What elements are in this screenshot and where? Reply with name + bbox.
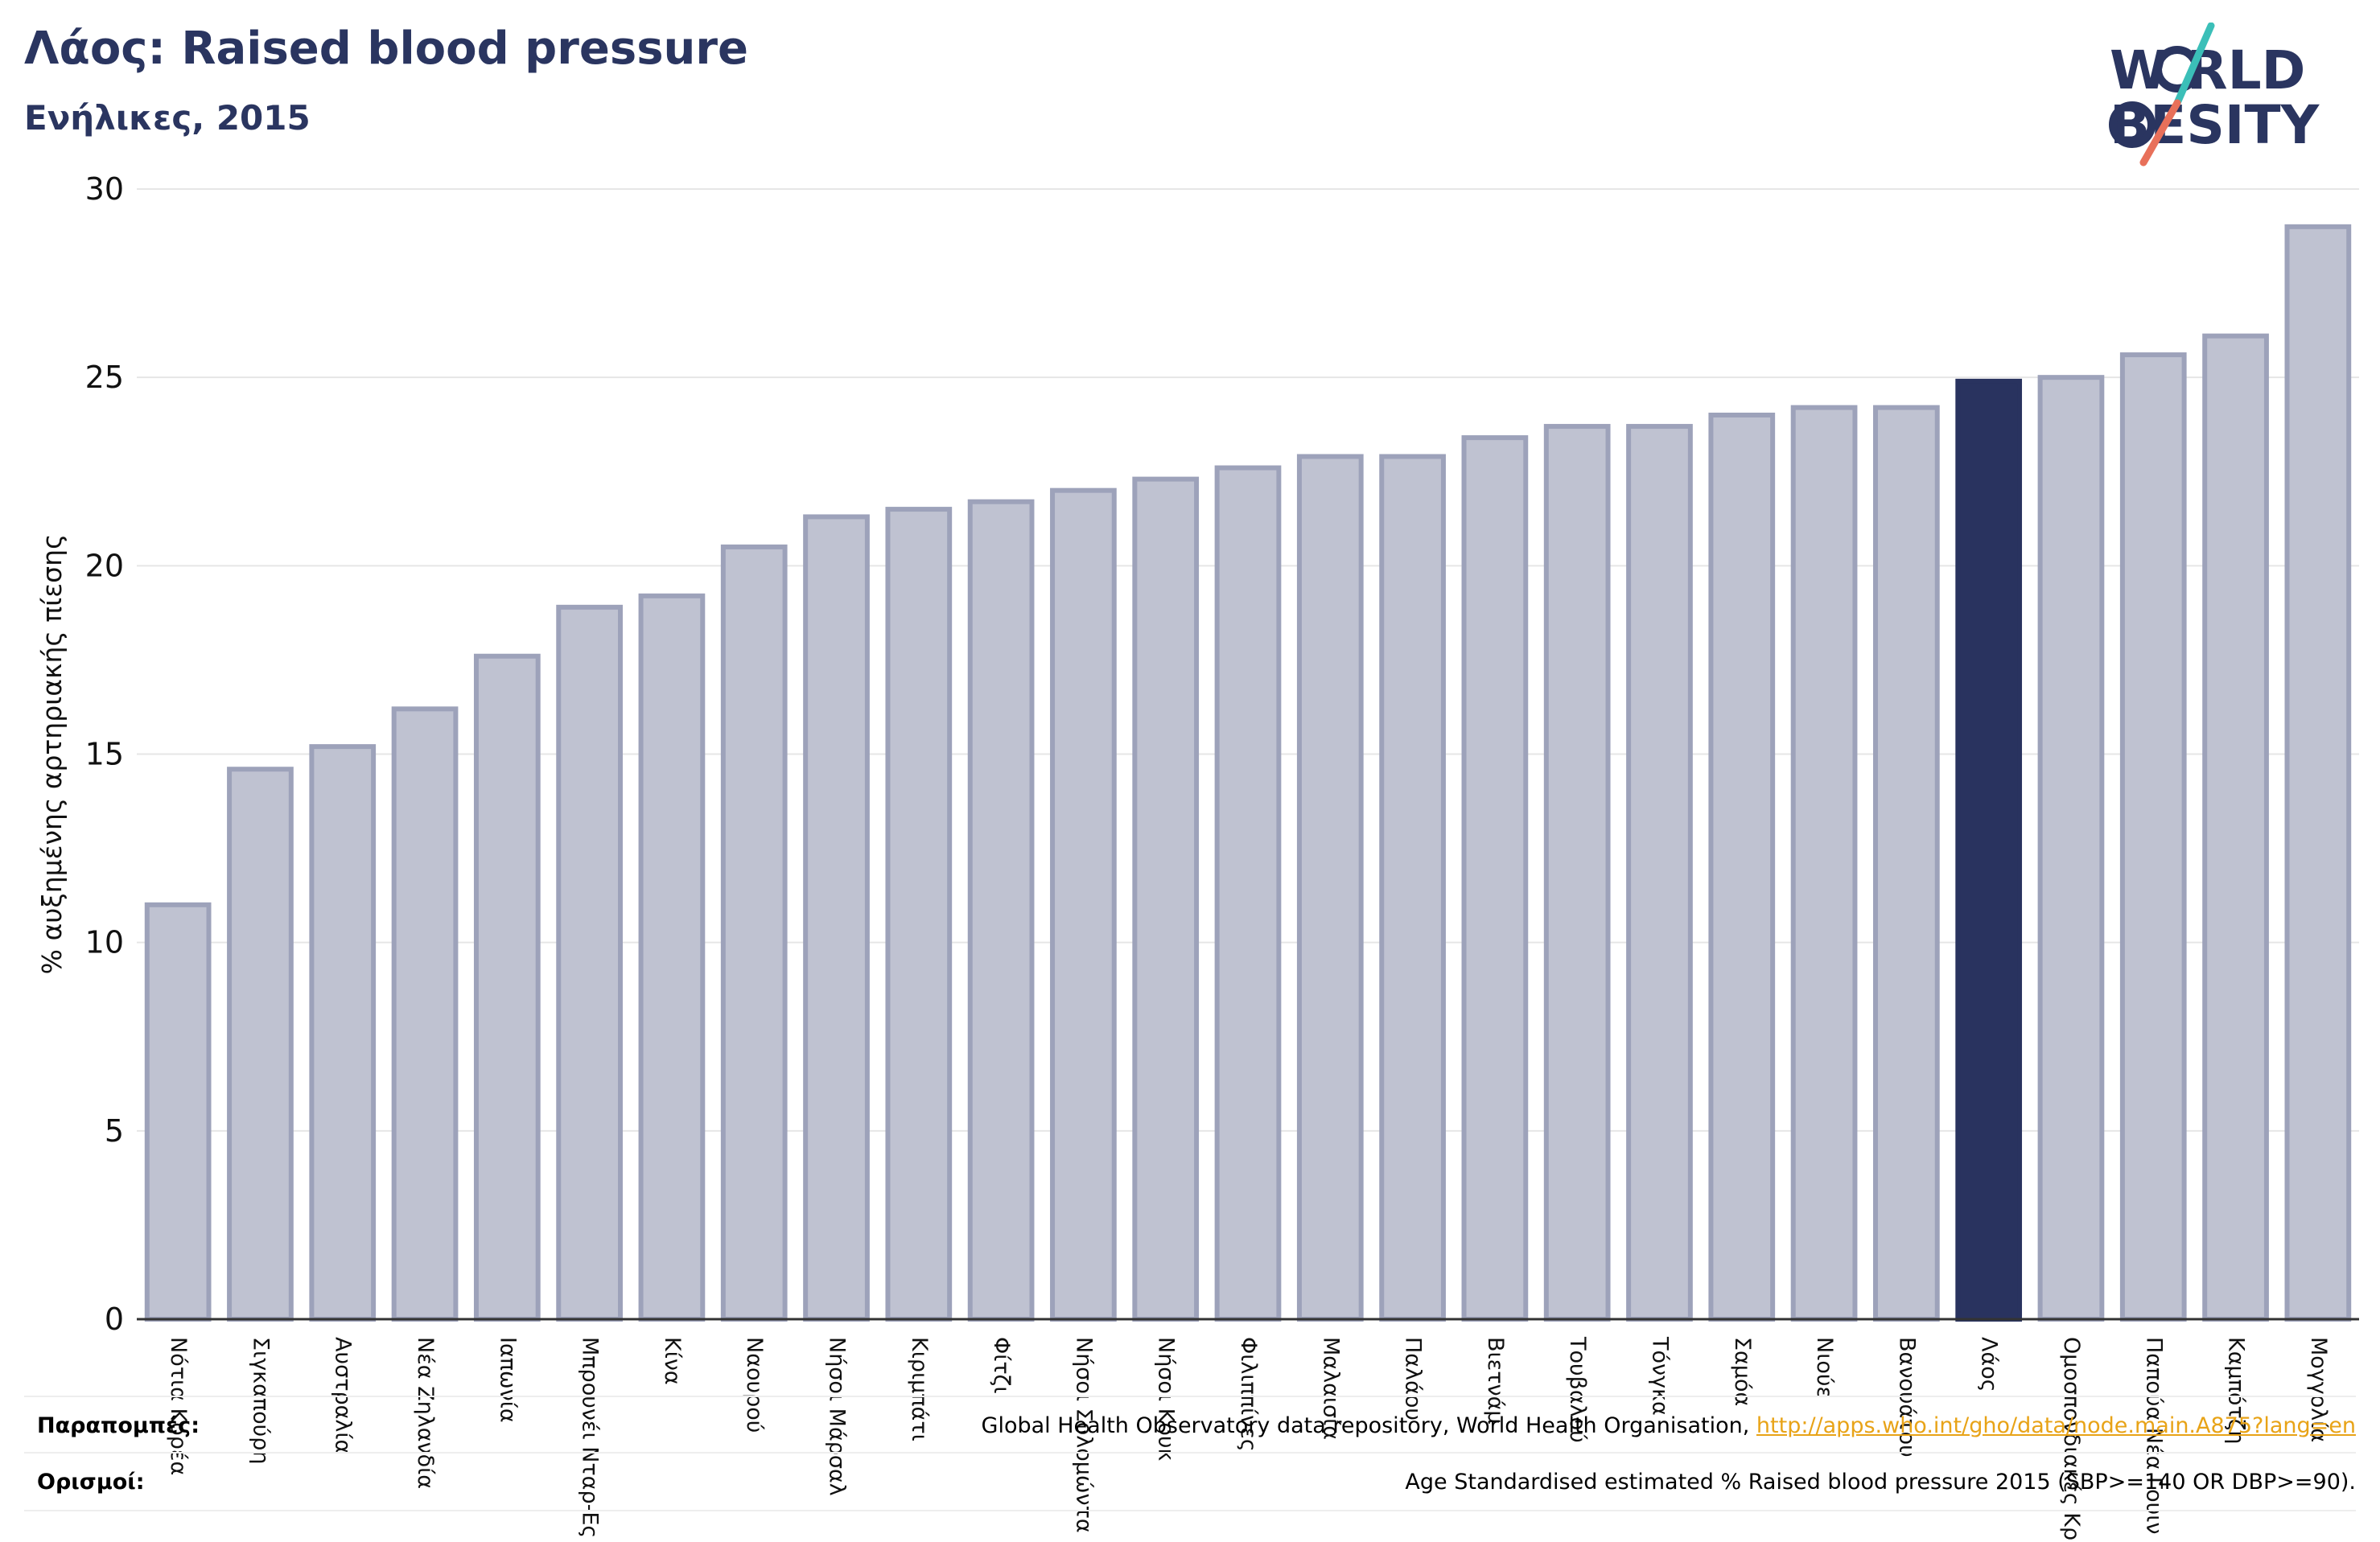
logo-line-1: W RLD	[2110, 39, 2305, 101]
bar-20	[1708, 413, 1776, 1322]
x-tick-label: Κιριμπάτι	[907, 1337, 932, 1441]
bar-7	[638, 593, 706, 1322]
definitions-label: Ορισμοί:	[37, 1470, 145, 1495]
logo-o-ring	[2154, 46, 2201, 93]
definitions-row: Ορισμοί: Age Standardised estimated % Ra…	[24, 1452, 2356, 1511]
bar-5	[473, 653, 541, 1322]
references-row: Παραπομπές: Global Health Observatory da…	[24, 1396, 2356, 1454]
bars	[144, 224, 2352, 1322]
bar-14	[1214, 465, 1282, 1322]
bar-23	[1955, 378, 2023, 1322]
y-tick-label: 15	[85, 737, 124, 772]
y-tick-label: 0	[105, 1301, 124, 1337]
x-tick-label: Νήσοι Κουκ	[1154, 1337, 1179, 1462]
y-axis-label: % αυξημένης αρτηριακής πίεσης	[36, 534, 68, 975]
bar-9	[803, 514, 870, 1322]
page-subtitle: Ενήλικες, 2015	[24, 98, 311, 138]
bar-21	[1790, 405, 1858, 1322]
x-tick-label: Λάος	[1977, 1337, 2002, 1392]
x-tick-label: Μαλαισία	[1318, 1337, 1343, 1440]
x-tick-label: Καμπότζη	[2224, 1337, 2249, 1445]
x-tick-label: Ομοσπονδιακές Κρ	[2059, 1337, 2084, 1540]
bar-1	[144, 902, 212, 1322]
x-tick-label: Παπούα Νέα Γουιν	[2141, 1337, 2166, 1534]
x-tick-label: Νιούε	[1812, 1337, 1837, 1398]
y-tick-label: 25	[85, 360, 124, 395]
references-link[interactable]: http://apps.who.int/gho/data/node.main.A…	[1756, 1413, 2356, 1438]
y-tick-label: 5	[105, 1113, 124, 1149]
x-tick-label: Σαμόα	[1730, 1337, 1755, 1406]
bar-3	[309, 744, 377, 1322]
x-tick-label: Βιετνάμ	[1483, 1337, 1508, 1425]
y-tick-labels: 0 5 10 15 20 25 30	[85, 171, 124, 1337]
y-tick-label: 20	[85, 548, 124, 583]
logo-o-ring-2	[2109, 101, 2156, 148]
bar-11	[967, 499, 1035, 1322]
logo-line-2: BESITY	[2110, 94, 2320, 156]
bar-27	[2284, 224, 2352, 1322]
x-tick-label: Ιαπωνία	[495, 1337, 520, 1423]
x-tick-label: Παλάου	[1401, 1337, 1426, 1421]
bar-17	[1461, 435, 1529, 1322]
bar-4	[391, 706, 459, 1322]
bar-22	[1873, 405, 1940, 1322]
world-obesity-logo: W RLD BESITY	[2109, 23, 2320, 167]
bar-18	[1543, 424, 1611, 1322]
x-tick-label: Φίτζι	[989, 1337, 1014, 1393]
bar-6	[556, 604, 623, 1322]
bar-10	[885, 507, 953, 1322]
bar-25	[2119, 352, 2187, 1322]
x-tick-label: Νέα Ζηλανδία	[413, 1337, 438, 1489]
references-text: Global Health Observatory data repositor…	[981, 1413, 1756, 1438]
bar-16	[1379, 454, 1446, 1322]
x-tick-label: Σιγκαπούρη	[248, 1337, 273, 1465]
y-tick-label: 10	[85, 925, 124, 960]
bar-8	[720, 544, 788, 1322]
page-title: Λάος: Raised blood pressure	[24, 23, 748, 75]
definitions-text: Age Standardised estimated % Raised bloo…	[1405, 1470, 2356, 1495]
logo-slash-teal	[2173, 23, 2215, 107]
x-tick-label: Μογγολία	[2306, 1337, 2331, 1442]
bar-15	[1296, 454, 1364, 1322]
references-value: Global Health Observatory data repositor…	[982, 1413, 2356, 1438]
x-tick-label: Μπρουνέι Νταρ-Ες	[578, 1337, 603, 1538]
bar-12	[1050, 487, 1117, 1322]
logo-slash-coral	[2139, 99, 2181, 167]
x-tick-label: Τόνγκα	[1647, 1336, 1672, 1416]
bar-26	[2202, 333, 2269, 1322]
bar-2	[227, 767, 294, 1322]
x-tick-label: Τουβαλού	[1565, 1336, 1590, 1443]
x-tick-label: Αυστραλία	[331, 1337, 356, 1454]
x-tick-label: Νήσοι Σολομώντα	[1071, 1337, 1096, 1533]
x-tick-label: Φιλιππίνες	[1236, 1337, 1261, 1452]
x-tick-label: Κίνα	[660, 1337, 685, 1385]
x-tick-label: Ναουρού	[742, 1337, 767, 1433]
bar-19	[1626, 424, 1693, 1322]
references-label: Παραπομπές:	[37, 1413, 200, 1438]
x-tick-label: Νήσοι Μάρσαλ	[825, 1337, 850, 1496]
bar-13	[1132, 476, 1200, 1322]
bar-24	[2037, 375, 2105, 1322]
y-tick-label: 30	[85, 171, 124, 207]
